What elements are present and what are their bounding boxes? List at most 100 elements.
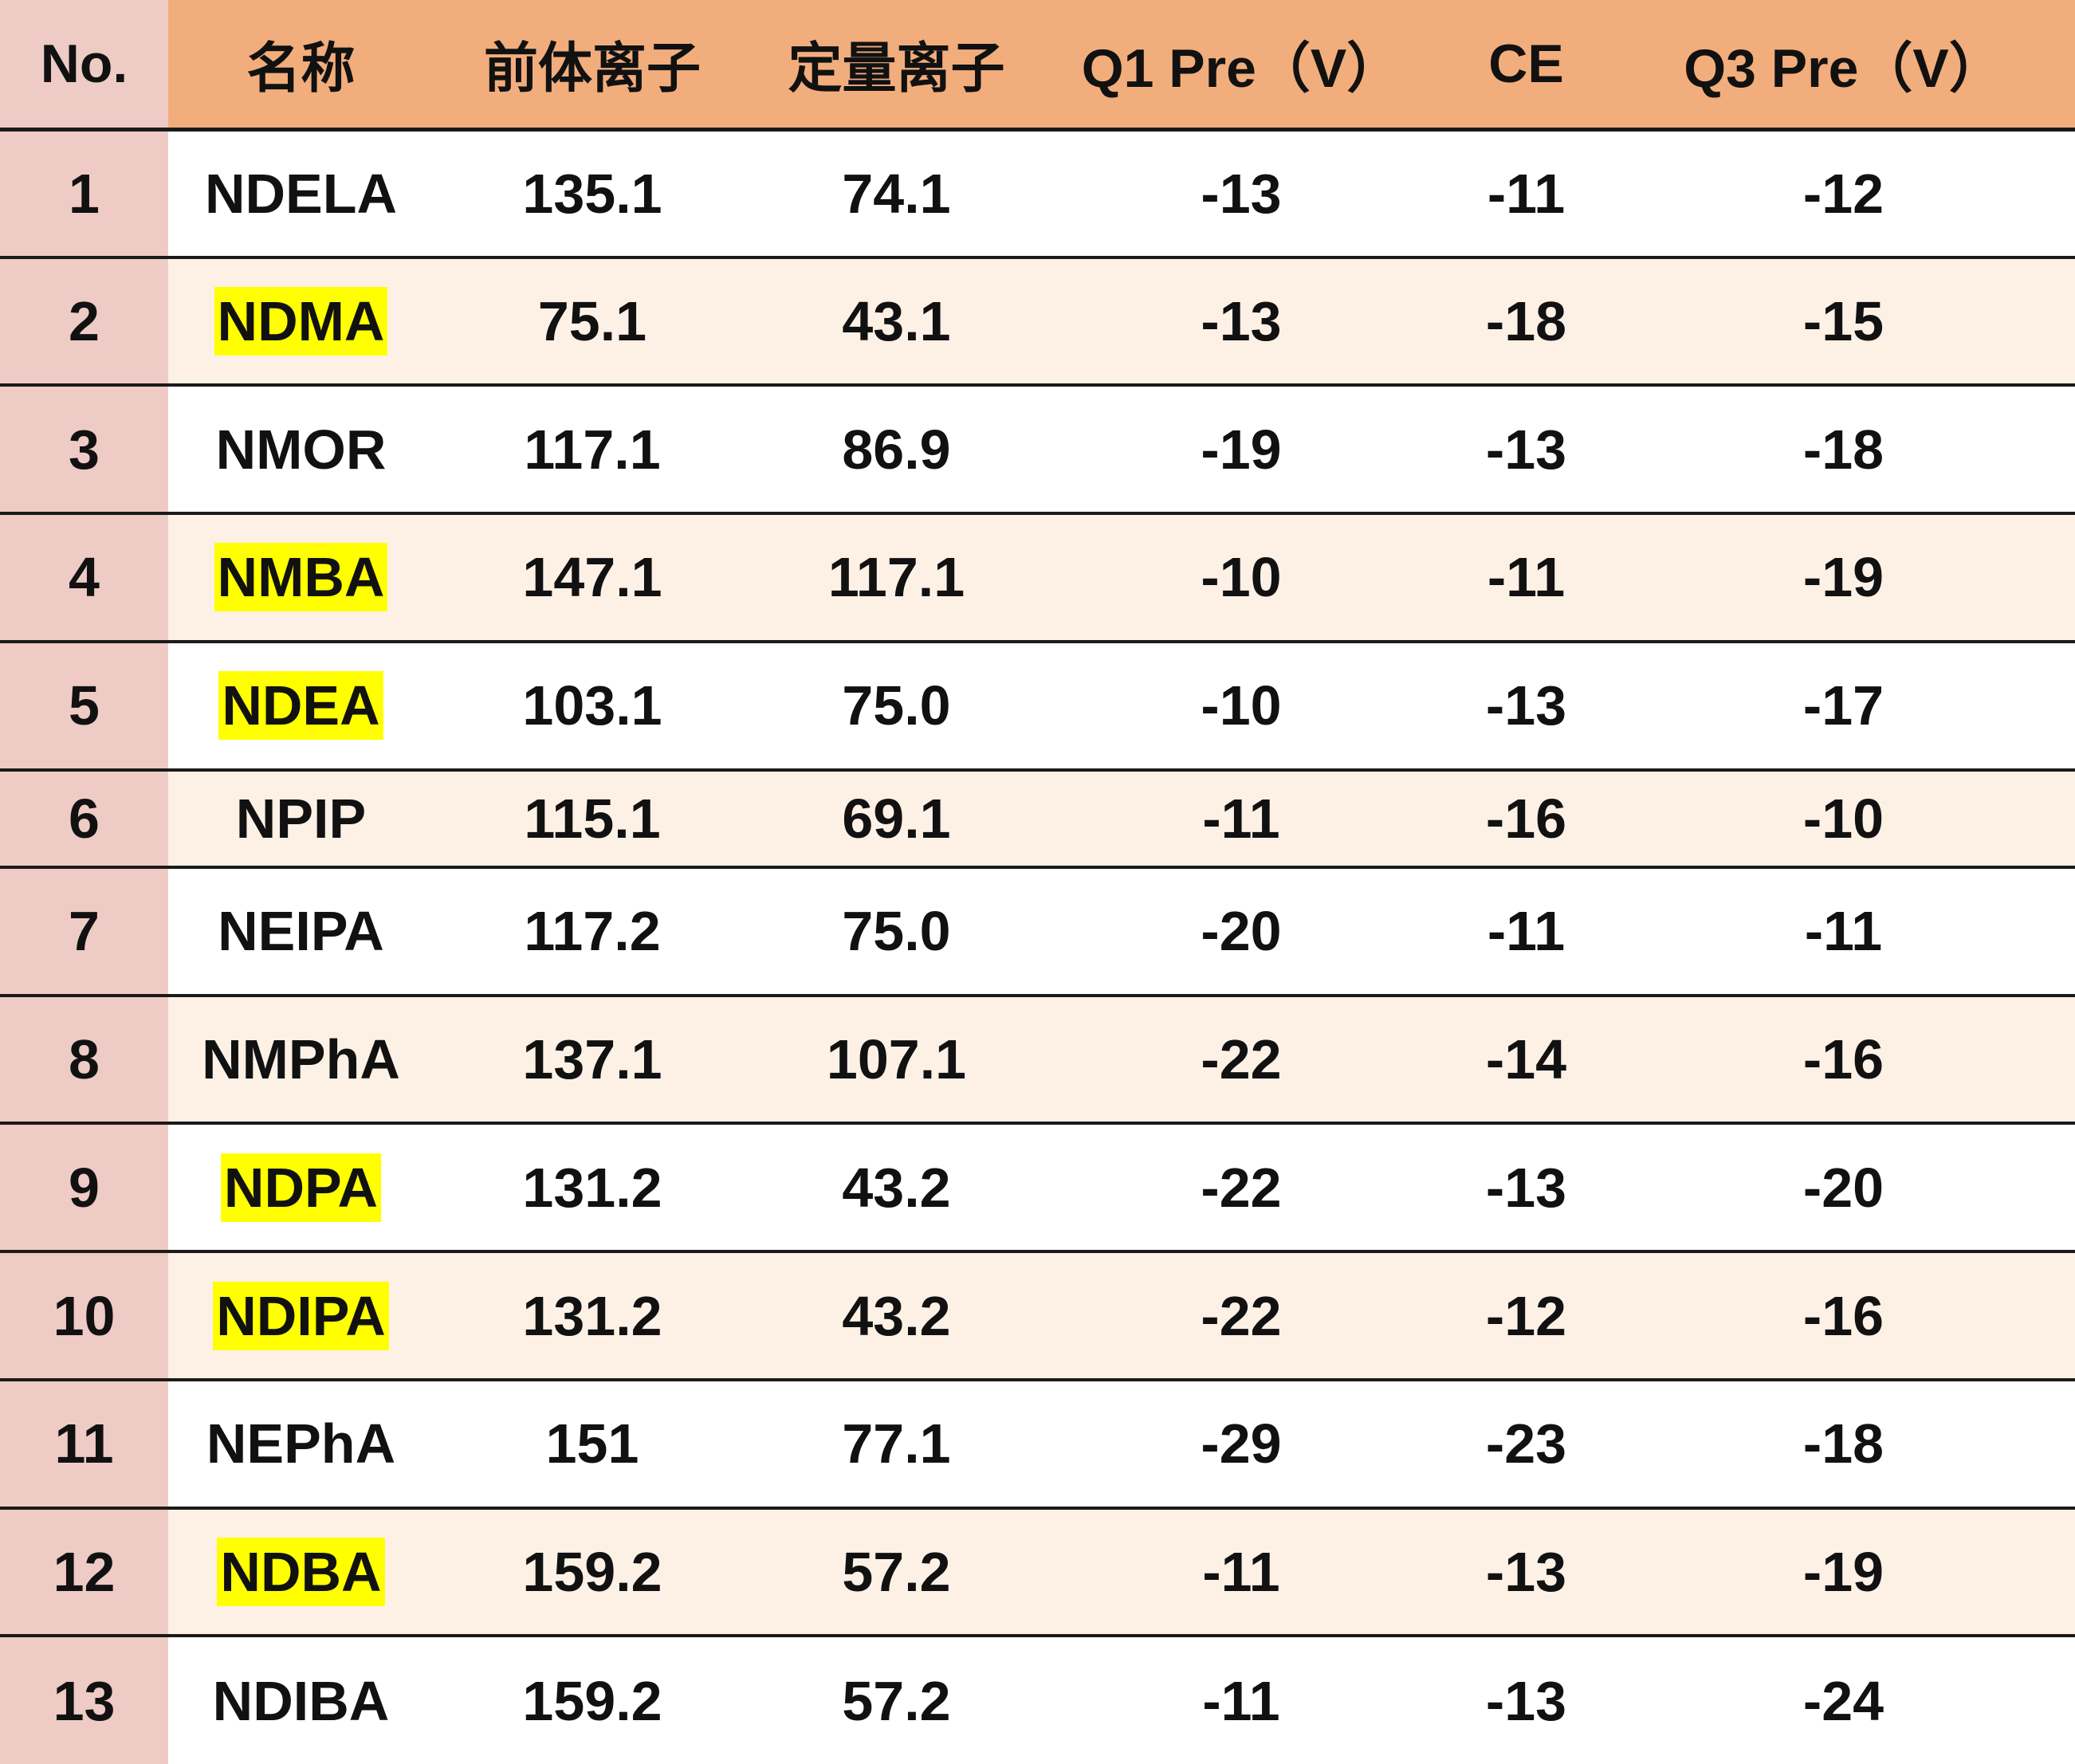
- cell-quant-ion: 69.1: [751, 769, 1042, 870]
- cell-q3-pre: -19: [1612, 513, 2075, 643]
- cell-q1-pre: -11: [1202, 1669, 1280, 1732]
- header-precursor-ion: 前体离子: [434, 0, 751, 132]
- highlighted-name: NDEA: [218, 671, 383, 741]
- table-row: 6 NPIP 115.1 69.1 -11 -16 -10: [0, 769, 2075, 870]
- cell-ce: -18: [1440, 257, 1612, 387]
- cell-name: NDIBA: [168, 1636, 434, 1764]
- cell-precursor-ion: 137.1: [434, 995, 751, 1126]
- name-text: NEIPA: [218, 900, 384, 963]
- table-row: 9 NDPA 131.2 43.2 -22 -13 -20: [0, 1123, 2075, 1254]
- cell-no: 7: [0, 867, 168, 997]
- cell-quant-ion: 57.2: [842, 1669, 951, 1732]
- cell-no: 4: [0, 513, 168, 643]
- cell-q3-pre: -18: [1612, 1379, 2075, 1510]
- cell-name: NDIPA: [168, 1251, 434, 1381]
- table-row: 3 NMOR 117.1 86.9 -19 -13 -18: [0, 385, 2075, 516]
- cell-q3-pre: -15: [1612, 257, 2075, 387]
- cell-quant-ion: 107.1: [751, 995, 1042, 1126]
- cell-no: 11: [0, 1379, 168, 1510]
- name-text: NDIBA: [212, 1669, 390, 1732]
- cell-q1-pre: -13: [1042, 257, 1440, 387]
- table-row: 12 NDBA 159.2 57.2 -11 -13 -19: [0, 1507, 2075, 1638]
- cell-name: NDPA: [168, 1123, 434, 1254]
- header-no: No.: [0, 0, 168, 132]
- cell-q3-pre: -11: [1612, 867, 2075, 997]
- cell-quant-ion: 75.0: [751, 867, 1042, 997]
- cell-quant-ion: 74.1: [751, 129, 1042, 259]
- cell-q3-pre: -10: [1612, 769, 2075, 870]
- cell-precursor-ion: 151: [434, 1379, 751, 1510]
- cell-ce: -11: [1440, 129, 1612, 259]
- cell-ce: -23: [1440, 1379, 1612, 1510]
- header-name: 名称: [168, 0, 434, 132]
- cell-precursor-ion: 159.2: [522, 1669, 662, 1732]
- cell-precursor-ion: 159.2: [434, 1507, 751, 1638]
- cell-q3-pre: -19: [1612, 1507, 2075, 1638]
- cell-q1-pre: -10: [1042, 641, 1440, 772]
- cell-no: 6: [0, 769, 168, 870]
- header-ce: CE: [1440, 0, 1612, 132]
- highlighted-name: NMBA: [214, 543, 388, 612]
- cell-no: 9: [0, 1123, 168, 1254]
- cell-name: NDBA: [168, 1507, 434, 1638]
- cell-q3-pre: -24: [1802, 1669, 1884, 1732]
- cell-q3-pre: -17: [1612, 641, 2075, 772]
- cell-q1-pre: -11: [1042, 1507, 1440, 1638]
- cell-q3-pre: -12: [1612, 129, 2075, 259]
- header-row: No. 名称 前体离子 定量离子 Q1 Pre（V） CE Q3 Pre（V）: [0, 0, 2075, 132]
- cell-no: 8: [0, 995, 168, 1126]
- cell-no: 2: [0, 257, 168, 387]
- table-body: 1 NDELA 135.1 74.1 -13 -11 -12 2 NDMA 75.1 43.1 -13…: [0, 129, 2075, 1764]
- table-row: 7 NEIPA 117.2 75.0 -20 -11 -11: [0, 867, 2075, 997]
- cell-name: NDMA: [168, 257, 434, 387]
- cell-q3-pre: -16: [1612, 1251, 2075, 1381]
- cell-precursor-ion: 147.1: [434, 513, 751, 643]
- header-q3-pre: Q3 Pre（V）: [1612, 0, 2075, 132]
- cell-no: 1: [0, 129, 168, 259]
- cell-quant-ion: 86.9: [751, 385, 1042, 516]
- cell-quant-ion: 43.1: [751, 257, 1042, 387]
- cell-precursor-ion: 117.1: [434, 385, 751, 516]
- cell-no: 5: [0, 641, 168, 772]
- table-row: 4 NMBA 147.1 117.1 -10 -11 -19: [0, 513, 2075, 643]
- cell-no: 10: [0, 1251, 168, 1381]
- cell-quant-ion: 77.1: [751, 1379, 1042, 1510]
- cell-q1-pre: -19: [1042, 385, 1440, 516]
- cell-precursor-ion: 131.2: [434, 1123, 751, 1254]
- cell-ce: -13: [1440, 1123, 1612, 1254]
- cell-name: NMOR: [168, 385, 434, 516]
- highlighted-name: NDBA: [217, 1537, 385, 1606]
- cell-name: NDEA: [168, 641, 434, 772]
- cell-q3-pre: -16: [1612, 995, 2075, 1126]
- cell-q1-pre: -29: [1042, 1379, 1440, 1510]
- cell-ce: -13: [1440, 1507, 1612, 1638]
- cell-ce: -13: [1485, 1669, 1567, 1732]
- cell-name: NPIP: [168, 769, 434, 870]
- cell-name: NEPhA: [168, 1379, 434, 1510]
- cell-no: 13: [0, 1636, 168, 1764]
- table-row: 11 NEPhA 151 77.1 -29 -23 -18: [0, 1379, 2075, 1510]
- cell-ce: -14: [1440, 995, 1612, 1126]
- table-row: 10 NDIPA 131.2 43.2 -22 -12 -16: [0, 1251, 2075, 1381]
- cell-q1-pre: -13: [1042, 129, 1440, 259]
- cell-q3-pre: -20: [1612, 1123, 2075, 1254]
- cell-no: 3: [0, 385, 168, 516]
- cell-name: NDELA: [168, 129, 434, 259]
- cell-precursor-ion: 103.1: [434, 641, 751, 772]
- name-text: NMOR: [215, 418, 387, 481]
- cell-ce: -12: [1440, 1251, 1612, 1381]
- cell-quant-ion: 75.0: [751, 641, 1042, 772]
- cell-quant-ion: 117.1: [751, 513, 1042, 643]
- cell-name: NMBA: [168, 513, 434, 643]
- header-q1-pre: Q1 Pre（V）: [1042, 0, 1440, 132]
- highlighted-name: NDPA: [220, 1153, 382, 1222]
- cell-ce: -11: [1440, 867, 1612, 997]
- cell-no: 12: [0, 1507, 168, 1638]
- table-row: 2 NDMA 75.1 43.1 -13 -18 -15: [0, 257, 2075, 387]
- table-row: 5 NDEA 103.1 75.0 -10 -13 -17: [0, 641, 2075, 772]
- table-row: 8 NMPhA 137.1 107.1 -22 -14 -16: [0, 995, 2075, 1126]
- cell-quant-ion: 43.2: [751, 1123, 1042, 1254]
- cell-q3-pre: -18: [1612, 385, 2075, 516]
- cell-ce: -13: [1440, 385, 1612, 516]
